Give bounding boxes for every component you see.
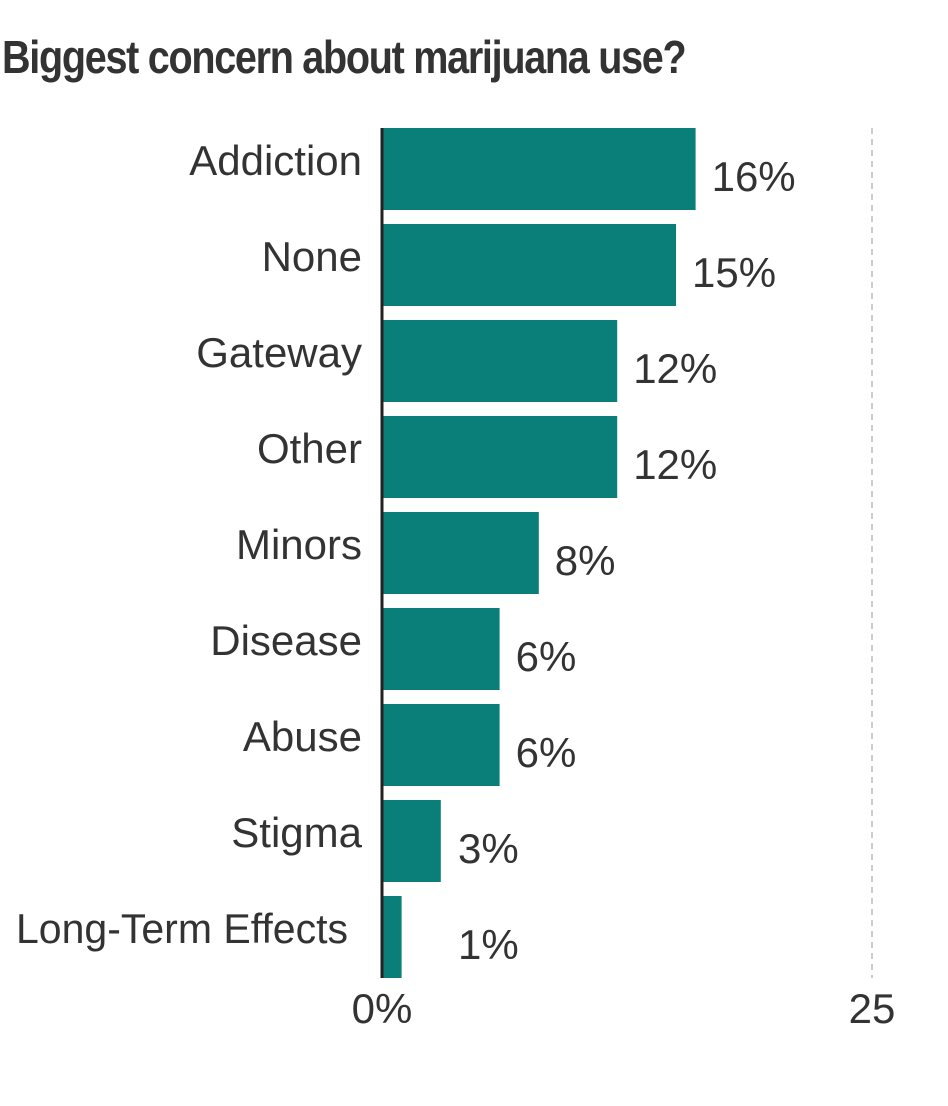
value-label: 12%: [633, 441, 717, 488]
x-tick-label: 25: [849, 985, 896, 1032]
value-label: 1%: [458, 921, 519, 968]
category-label: Other: [257, 425, 362, 472]
category-label: Gateway: [196, 329, 362, 376]
x-tick-label: 0%: [352, 985, 413, 1032]
bar-disease: [382, 608, 500, 690]
category-label: Minors: [236, 521, 362, 568]
category-label: Disease: [210, 617, 362, 664]
value-label: 12%: [633, 345, 717, 392]
value-label: 3%: [458, 825, 519, 872]
category-label: Stigma: [231, 809, 362, 856]
bar-long-term-effects: [382, 896, 402, 978]
bar-minors: [382, 512, 539, 594]
bar-stigma: [382, 800, 441, 882]
value-label: 6%: [516, 729, 577, 776]
bar-other: [382, 416, 618, 498]
value-label: 6%: [516, 633, 577, 680]
axis-layer: 0% 25: [352, 128, 896, 1032]
value-label: 16%: [712, 153, 796, 200]
value-label: 8%: [555, 537, 616, 584]
bar-abuse: [382, 704, 500, 786]
value-label: 15%: [692, 249, 776, 296]
category-label: Long-Term Effects: [16, 905, 348, 952]
labels-layer: Addiction 16% None 15% Gateway 12% Other 12% Min…: [16, 137, 796, 968]
bars-layer: [382, 128, 696, 978]
bar-gateway: [382, 320, 618, 402]
bar-none: [382, 224, 676, 306]
chart-title: Biggest concern about marijuana use?: [2, 31, 687, 83]
category-label: None: [262, 233, 362, 280]
category-label: Abuse: [243, 713, 362, 760]
category-label: Addiction: [189, 137, 362, 184]
bar-addiction: [382, 128, 696, 210]
